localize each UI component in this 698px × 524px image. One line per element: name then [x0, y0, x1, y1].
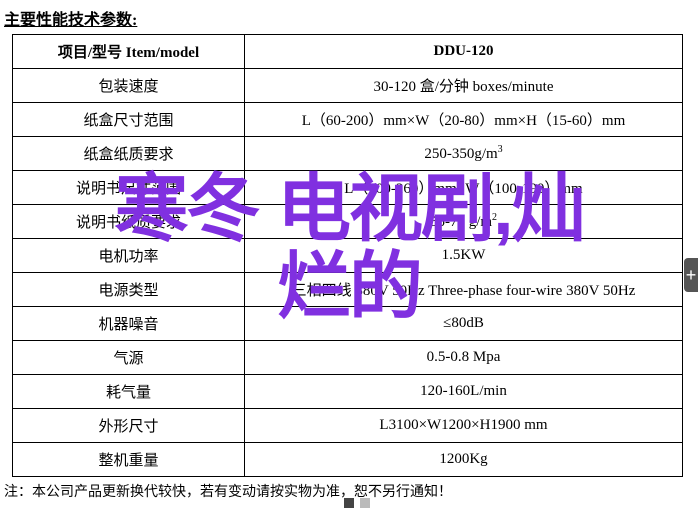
row-value: 30-120 盒/分钟 boxes/minute: [245, 69, 683, 103]
row-value: 1.5KW: [245, 239, 683, 273]
table-row: 机器噪音≤80dB: [13, 307, 683, 341]
table-row: 纸盒纸质要求250-350g/m3: [13, 137, 683, 171]
row-value: L3100×W1200×H1900 mm: [245, 409, 683, 443]
row-label: 电源类型: [13, 273, 245, 307]
row-label: 说明书尺寸范围: [13, 171, 245, 205]
row-value: 0.5-0.8 Mpa: [245, 341, 683, 375]
table-row: 整机重量1200Kg: [13, 443, 683, 477]
row-value: 250-350g/m3: [245, 137, 683, 171]
row-label: 纸盒纸质要求: [13, 137, 245, 171]
row-label: 说明书纸质要求: [13, 205, 245, 239]
table-row: 说明书纸质要求55-70 g/m2: [13, 205, 683, 239]
table-row: 包装速度30-120 盒/分钟 boxes/minute: [13, 69, 683, 103]
pager-dots[interactable]: [344, 498, 370, 508]
spec-table: 项目/型号 Item/model DDU-120 包装速度30-120 盒/分钟…: [12, 34, 683, 477]
table-header-row: 项目/型号 Item/model DDU-120: [13, 35, 683, 69]
table-row: 外形尺寸L3100×W1200×H1900 mm: [13, 409, 683, 443]
row-value: L（60-200）mm×W（20-80）mm×H（15-60）mm: [245, 103, 683, 137]
row-label: 纸盒尺寸范围: [13, 103, 245, 137]
row-label: 电机功率: [13, 239, 245, 273]
table-row: 说明书尺寸范围L（100-260）mm×W（100-190）mm: [13, 171, 683, 205]
row-label: 整机重量: [13, 443, 245, 477]
table-row: 气源0.5-0.8 Mpa: [13, 341, 683, 375]
row-label: 机器噪音: [13, 307, 245, 341]
dot-icon[interactable]: [344, 498, 354, 508]
row-value: 1200Kg: [245, 443, 683, 477]
row-value: L（100-260）mm×W（100-190）mm: [245, 171, 683, 205]
expand-icon[interactable]: +: [684, 258, 698, 292]
row-value: 三相四线 380V 50Hz Three-phase four-wire 380…: [245, 273, 683, 307]
row-value: 55-70 g/m2: [245, 205, 683, 239]
table-row: 纸盒尺寸范围L（60-200）mm×W（20-80）mm×H（15-60）mm: [13, 103, 683, 137]
dot-icon[interactable]: [360, 498, 370, 508]
section-heading: 主要性能技术参数:: [4, 4, 694, 34]
row-value: ≤80dB: [245, 307, 683, 341]
row-label: 外形尺寸: [13, 409, 245, 443]
header-model-value: DDU-120: [245, 35, 683, 69]
table-row: 电机功率1.5KW: [13, 239, 683, 273]
row-label: 气源: [13, 341, 245, 375]
row-value: 120-160L/min: [245, 375, 683, 409]
header-item-model: 项目/型号 Item/model: [13, 35, 245, 69]
table-row: 电源类型三相四线 380V 50Hz Three-phase four-wire…: [13, 273, 683, 307]
row-label: 耗气量: [13, 375, 245, 409]
table-row: 耗气量120-160L/min: [13, 375, 683, 409]
row-label: 包装速度: [13, 69, 245, 103]
